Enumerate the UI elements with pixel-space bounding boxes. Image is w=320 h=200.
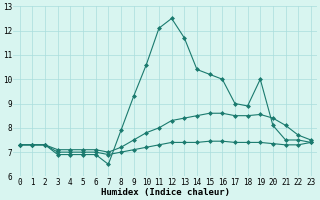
X-axis label: Humidex (Indice chaleur): Humidex (Indice chaleur) xyxy=(101,188,230,197)
